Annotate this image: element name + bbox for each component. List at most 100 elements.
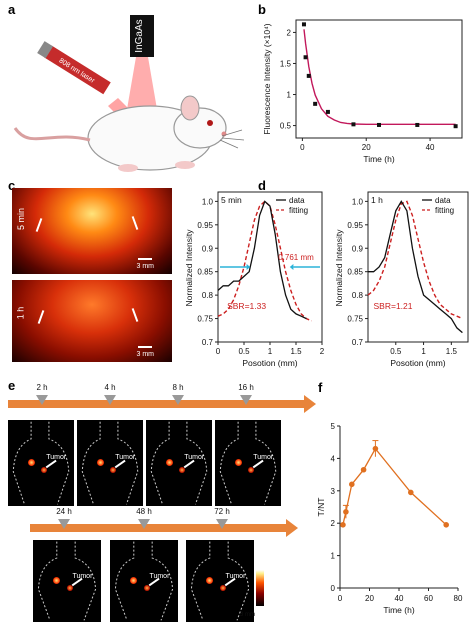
panel-label-b: b xyxy=(258,2,266,17)
y-tick-label: 5 xyxy=(331,422,336,431)
x-tick-label: 60 xyxy=(424,594,433,603)
y-tick-label: 3 xyxy=(331,487,336,496)
data-point xyxy=(377,122,381,127)
x-tick-label: 40 xyxy=(395,594,404,603)
tumor-image: Tumor xyxy=(8,420,74,506)
data-point xyxy=(343,509,349,515)
y-tick-label: 0.75 xyxy=(197,315,213,324)
timeline-top xyxy=(8,400,310,408)
y-axis-label: Normalized Intensity xyxy=(184,229,194,307)
x-tick-label: 0.5 xyxy=(238,347,250,356)
timepoint-label: 24 h xyxy=(56,507,72,516)
fit-curve xyxy=(303,29,456,125)
y-tick-label: 0 xyxy=(331,584,336,593)
y-tick-label: 1.5 xyxy=(280,59,292,68)
tumor-image: Tumor xyxy=(77,420,143,506)
sbr-label: SBR=1.33 xyxy=(227,301,266,311)
y-axis-label: T/NT xyxy=(318,498,326,517)
y-tick-label: 0.8 xyxy=(202,291,214,300)
data-point xyxy=(349,481,355,488)
tumor-label: Tumor xyxy=(184,454,205,462)
mouse-outline xyxy=(190,541,250,621)
nir-image-5min: 5 min 3 mm xyxy=(12,188,172,274)
mouse-outline xyxy=(37,541,97,621)
y-tick-label: 0.5 xyxy=(280,122,292,131)
x-tick-label: 40 xyxy=(426,143,435,152)
chart-f: 0 20 40 60 80 0 1 2 3 4 5 Time (h) T/NT xyxy=(318,422,463,615)
y-tick-label: 0.7 xyxy=(202,338,214,347)
timepoint-label: 4 h xyxy=(104,383,116,392)
tumor-label: Tumor xyxy=(149,572,170,580)
signal-spot xyxy=(165,458,173,466)
data-point xyxy=(340,522,346,528)
plot-frame xyxy=(367,191,469,343)
y-tick-label: 1 xyxy=(287,91,292,100)
scale-bar-5min: 3 mm xyxy=(136,263,155,270)
timepoint-label: 72 h xyxy=(214,507,230,516)
data-point xyxy=(360,466,367,473)
x-tick-label: 1.5 xyxy=(446,347,458,356)
data-line xyxy=(368,200,463,334)
data-point xyxy=(372,445,379,452)
profile-line xyxy=(131,216,139,230)
y-axis-label: Normalized Intensity xyxy=(334,229,344,307)
tumor-spot xyxy=(67,585,73,592)
plot-frame xyxy=(295,19,463,139)
tumor-image: Tumor xyxy=(110,540,178,622)
scale-bar-line xyxy=(138,258,152,260)
x-tick-label: 80 xyxy=(454,594,463,603)
tumor-label: Tumor xyxy=(72,572,93,580)
mouse-ear xyxy=(180,95,200,121)
timepoint-marker xyxy=(240,395,252,405)
y-tick-label: 1 xyxy=(331,552,336,561)
y-tick-label: 2 xyxy=(331,519,336,528)
data-point xyxy=(443,522,449,528)
time-label-1h: 1 h xyxy=(15,306,26,320)
profile-line xyxy=(37,310,45,324)
panel-label-c: c xyxy=(8,178,16,193)
nir-image-1h: 1 h 3 mm xyxy=(12,280,172,362)
profile-line xyxy=(35,218,43,232)
scale-bar-1h: 3 mm xyxy=(136,351,155,358)
y-tick-label: 0.85 xyxy=(347,268,363,277)
x-tick-label: 0.5 xyxy=(390,347,402,356)
signal-spot xyxy=(206,576,214,584)
y-axis-label: Fluorescence Intensity (×10⁴) xyxy=(262,23,272,134)
mouse-outline xyxy=(12,421,70,505)
timepoint-marker xyxy=(58,519,70,529)
y-tick-label: 0.75 xyxy=(347,315,363,324)
x-axis-label: Time (h) xyxy=(383,605,414,615)
x-axis-label: Posotion (mm) xyxy=(390,358,445,368)
panel-label-f: f xyxy=(318,380,323,395)
y-tick-label: 0.95 xyxy=(347,221,363,230)
x-tick-label: 0 xyxy=(216,347,221,356)
chart-b: 0 20 40 0.5 1 1.5 2 Time (h) Fluorescence Intens… xyxy=(262,19,463,164)
tumor-label: Tumor xyxy=(225,572,246,580)
tumor-label: Tumor xyxy=(46,454,67,462)
data-point xyxy=(301,22,306,27)
timepoint-marker xyxy=(216,519,228,529)
timepoint-marker xyxy=(138,519,150,529)
tumor-spot xyxy=(248,467,254,474)
data-point xyxy=(306,73,311,78)
data-point xyxy=(325,109,330,114)
panel-label-d: d xyxy=(258,178,266,193)
laser-device: 808 nm laser xyxy=(37,41,111,95)
y-tick-label: 0.95 xyxy=(197,221,213,230)
mouse-outline xyxy=(219,421,277,505)
mouse-eye xyxy=(207,120,213,126)
colorbar xyxy=(256,570,264,606)
tumor-spot xyxy=(220,585,226,592)
fwhm-arrowhead xyxy=(246,264,251,270)
tumor-image: Tumor xyxy=(186,540,254,622)
x-axis-label: Time (h) xyxy=(363,154,394,164)
x-tick-label: 1 xyxy=(421,347,426,356)
data-point xyxy=(313,101,318,106)
x-tick-label: 1 xyxy=(268,347,273,356)
timepoint-label: 16 h xyxy=(238,383,254,392)
fwhm-label: 0.761 mm xyxy=(278,253,314,262)
tumor-image: Tumor xyxy=(215,420,281,506)
mouse-outline xyxy=(150,421,208,505)
y-tick-label: 0.85 xyxy=(197,268,213,277)
tumor-spot xyxy=(144,585,150,592)
